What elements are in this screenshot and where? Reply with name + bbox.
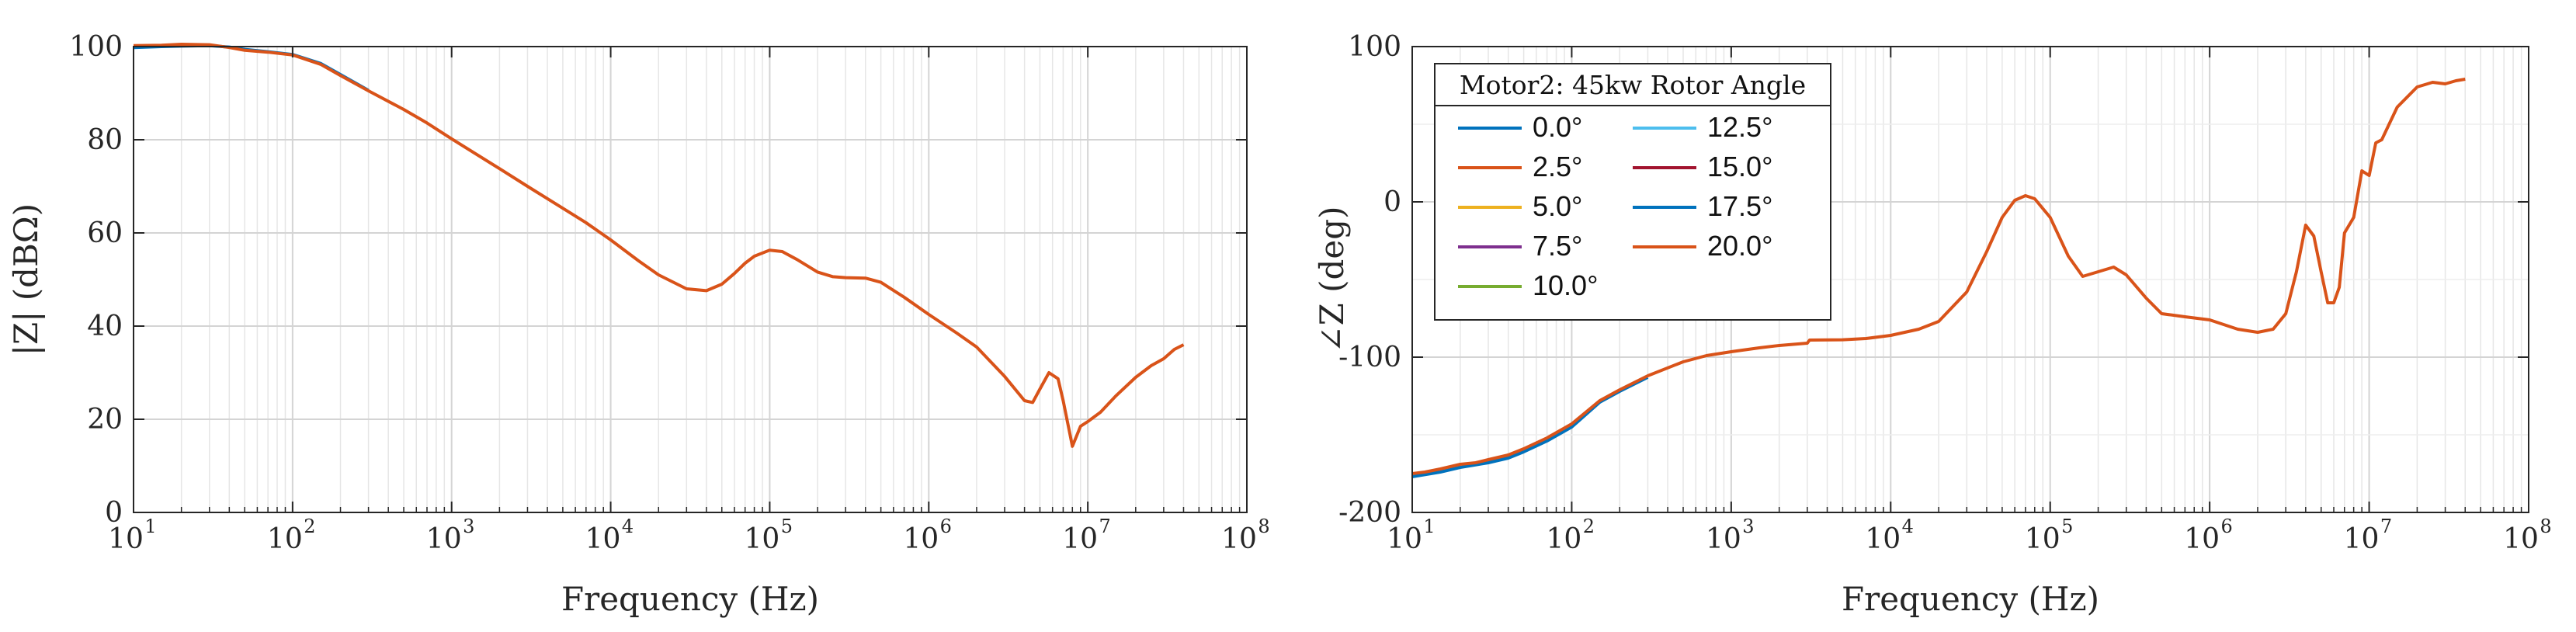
- y-tick-label: 0: [1383, 186, 1401, 218]
- x-tick-exponent: 1: [144, 516, 156, 537]
- y-tick-label: 60: [87, 217, 123, 249]
- legend-entry: 0.0°: [1533, 111, 1582, 143]
- x-tick-exponent: 2: [1583, 516, 1595, 537]
- x-tick-label: 10: [1221, 523, 1257, 555]
- legend-entry: 7.5°: [1533, 230, 1582, 262]
- legend-entry: 10.0°: [1533, 269, 1598, 301]
- legend-entry: 17.5°: [1707, 190, 1772, 222]
- x-tick-label: 10: [903, 523, 939, 555]
- legend-entry: 2.5°: [1533, 151, 1582, 182]
- y-tick-label: 40: [87, 311, 123, 342]
- plot-area: [134, 47, 1247, 512]
- x-tick-exponent: 7: [1099, 516, 1111, 537]
- x-tick-exponent: 8: [1258, 516, 1269, 537]
- x-tick-exponent: 5: [2061, 516, 2073, 537]
- x-tick-label: 10: [2344, 523, 2380, 555]
- y-axis-label: ∠Z (deg): [1313, 206, 1351, 352]
- x-tick-exponent: 3: [1742, 516, 1754, 537]
- y-tick-label: 20: [87, 404, 123, 436]
- series-line: [1411, 78, 2466, 475]
- x-axis-label: Frequency (Hz): [561, 580, 819, 618]
- x-tick-exponent: 4: [1902, 516, 1914, 537]
- legend-entry: 15.0°: [1707, 151, 1772, 182]
- legend-entry: 12.5°: [1707, 111, 1772, 143]
- x-axis-label: Frequency (Hz): [1842, 580, 2099, 618]
- x-tick-exponent: 7: [2380, 516, 2392, 537]
- legend-entry: 20.0°: [1707, 230, 1772, 262]
- x-tick-exponent: 8: [2540, 516, 2551, 537]
- x-tick-exponent: 6: [940, 516, 952, 537]
- x-tick-label: 10: [745, 523, 780, 555]
- x-tick-exponent: 6: [2221, 516, 2233, 537]
- x-tick-label: 10: [1062, 523, 1098, 555]
- x-tick-label: 10: [585, 523, 621, 555]
- chart-magnitude: 10 1 10 2 10 3 10 4 10 5 10 6 10 7 10 8020406080100Freq…: [7, 31, 1270, 618]
- chart-phase: 10 1 10 2 10 3 10 4 10 5 10 6 10 7 10 8-200-1000100Freq…: [1313, 31, 2552, 618]
- y-tick-label: -100: [1338, 342, 1401, 373]
- x-tick-label: 10: [2503, 523, 2539, 555]
- x-tick-label: 10: [267, 523, 303, 555]
- legend-entry: 5.0°: [1533, 190, 1582, 222]
- x-tick-label: 10: [1387, 523, 1422, 555]
- y-tick-label: 100: [1348, 31, 1401, 63]
- y-tick-label: -200: [1338, 497, 1401, 529]
- x-tick-label: 10: [1547, 523, 1582, 555]
- x-tick-label: 10: [1706, 523, 1741, 555]
- y-tick-label: 0: [105, 497, 123, 529]
- x-tick-label: 10: [108, 523, 144, 555]
- series-line: [133, 43, 1185, 448]
- legend: Motor2: 45kw Rotor Angle 0.0° 2.5° 5.0° 7.5°…: [1434, 63, 1831, 321]
- x-tick-exponent: 5: [781, 516, 793, 537]
- x-tick-exponent: 4: [622, 516, 634, 537]
- x-tick-label: 10: [2025, 523, 2060, 555]
- x-tick-exponent: 2: [304, 516, 315, 537]
- y-tick-label: 80: [87, 124, 123, 156]
- x-tick-exponent: 3: [463, 516, 474, 537]
- y-axis-label: |Z| (dBΩ): [7, 203, 45, 356]
- axes-box: [133, 46, 1248, 513]
- x-tick-exponent: 1: [1423, 516, 1435, 537]
- x-tick-label: 10: [1865, 523, 1901, 555]
- x-tick-label: 10: [2184, 523, 2220, 555]
- axes-box: [1411, 46, 2529, 513]
- legend-title: Motor2: 45kw Rotor Angle: [1460, 70, 1806, 100]
- x-tick-label: 10: [426, 523, 462, 555]
- y-tick-label: 100: [69, 31, 123, 63]
